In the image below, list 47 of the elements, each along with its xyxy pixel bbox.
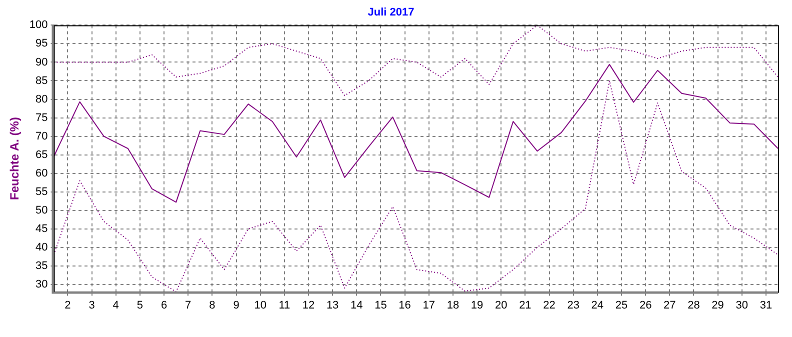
y-tick-label: 60 (36, 167, 48, 180)
x-tick-label: 10 (254, 299, 266, 312)
x-tick-label: 3 (88, 299, 95, 312)
x-tick-label: 23 (567, 299, 580, 312)
y-tick-label: 55 (36, 186, 48, 198)
x-tick-label: 15 (374, 299, 387, 312)
x-tick-label: 29 (712, 299, 724, 312)
x-tick-label: 21 (519, 299, 532, 312)
y-tick-label: 30 (36, 278, 48, 290)
x-tick-label: 18 (446, 299, 460, 312)
x-tick-label: 7 (185, 299, 192, 312)
y-tick-label: 70 (36, 130, 48, 142)
y-tick-label: 100 (29, 19, 48, 32)
y-tick-label: 50 (36, 204, 48, 216)
y-axis-title: Feuchte A. (%) (8, 117, 22, 200)
x-tick-label: 8 (209, 299, 216, 312)
x-tick-label: 9 (233, 299, 240, 312)
x-tick-label: 22 (543, 299, 556, 312)
x-tick-label: 11 (278, 299, 290, 312)
y-tick-label: 40 (36, 241, 48, 254)
x-tick-label: 14 (350, 299, 363, 312)
x-tick-label: 31 (760, 299, 772, 312)
x-tick-label: 27 (664, 299, 676, 312)
y-tick-label: 45 (36, 222, 48, 235)
x-tick-label: 17 (422, 299, 436, 312)
x-tick-label: 16 (398, 299, 411, 312)
y-tick-label: 65 (36, 148, 48, 161)
y-tick-label: 95 (36, 38, 48, 50)
y-tick-label: 90 (36, 56, 48, 68)
x-tick-label: 19 (470, 299, 484, 312)
x-tick-label: 24 (591, 299, 604, 312)
x-tick-label: 6 (160, 299, 168, 312)
x-tick-label: 4 (112, 299, 119, 312)
x-tick-label: 30 (736, 299, 748, 312)
y-tick-label: 80 (36, 93, 48, 106)
x-tick-label: 13 (326, 299, 339, 312)
x-tick-label: 28 (688, 299, 700, 312)
x-tick-label: 25 (615, 299, 628, 312)
x-tick-label: 26 (639, 299, 652, 312)
x-tick-label: 12 (302, 299, 315, 312)
y-tick-label: 75 (36, 112, 48, 124)
x-tick-label: 5 (136, 299, 144, 312)
y-tick-label: 85 (36, 74, 48, 87)
y-tick-label: 35 (36, 260, 48, 272)
x-tick-label: 20 (494, 299, 508, 312)
chart-title: Juli 2017 (368, 6, 414, 19)
x-tick-label: 2 (64, 299, 71, 312)
